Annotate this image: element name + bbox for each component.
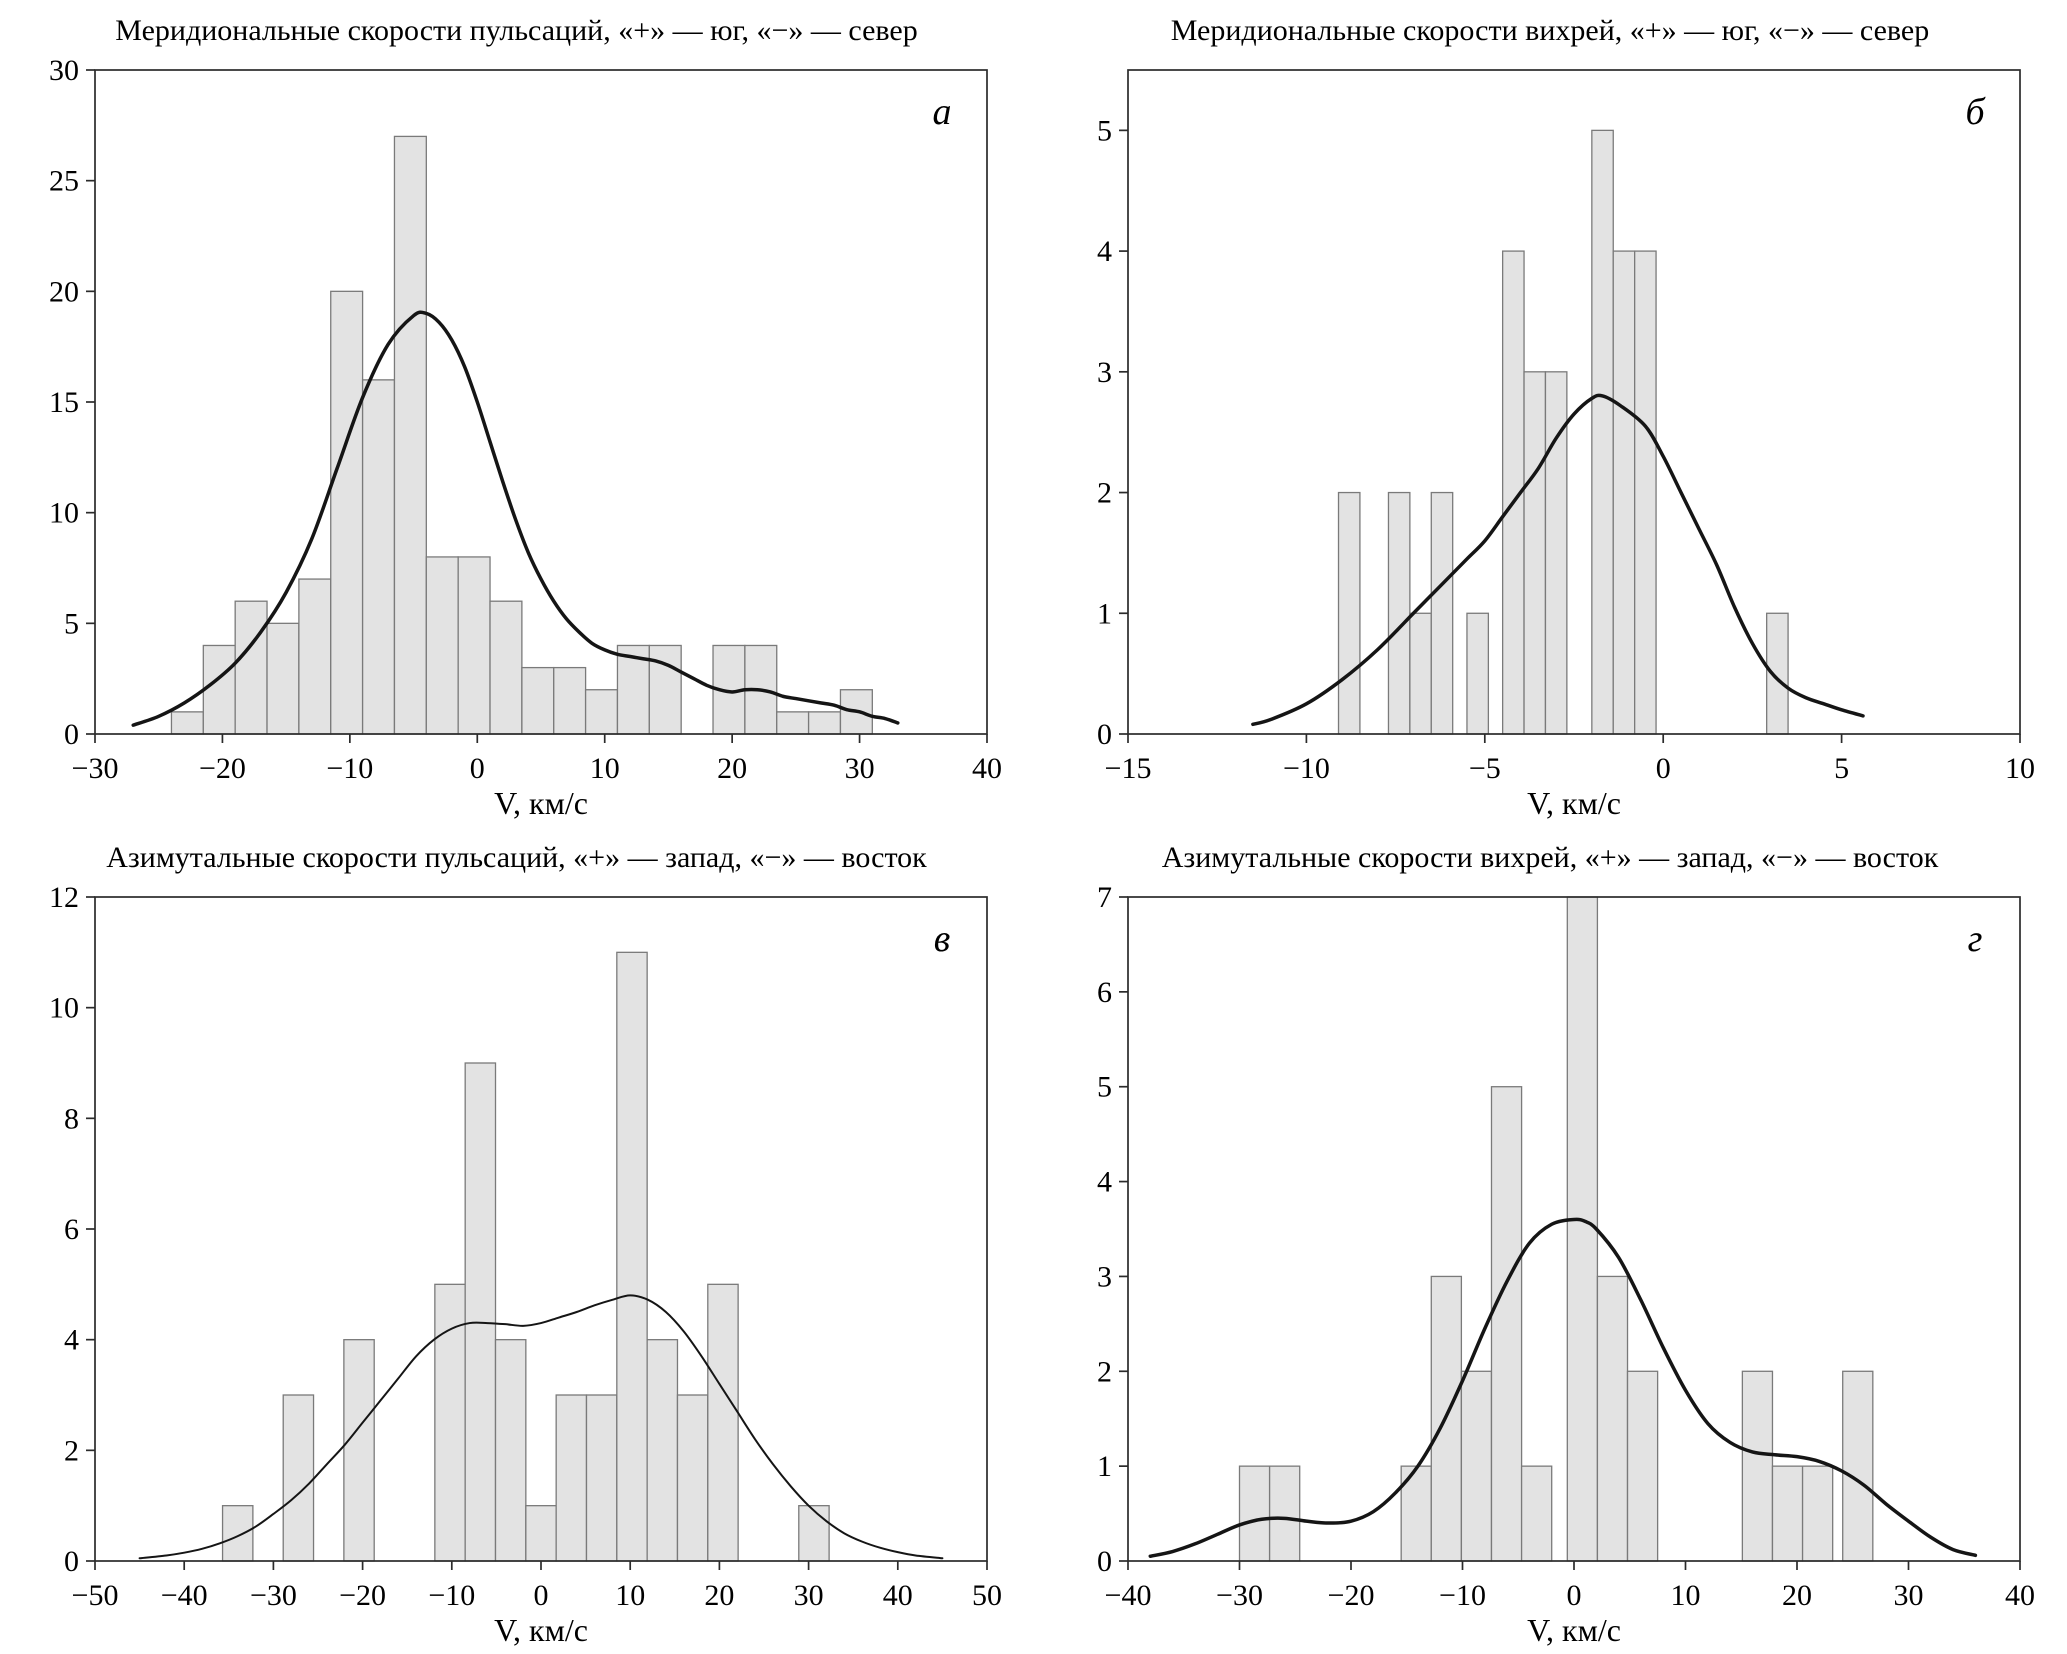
svg-text:0: 0 xyxy=(64,1545,79,1578)
panel-a: Меридиональные скорости пульсаций, «+» —… xyxy=(0,0,1033,827)
svg-text:−20: −20 xyxy=(198,752,245,785)
panel-b-title: Меридиональные скорости вихрей, «+» — юг… xyxy=(1170,14,1930,47)
svg-text:−5: −5 xyxy=(1469,752,1501,785)
svg-text:−10: −10 xyxy=(326,752,373,785)
svg-text:1: 1 xyxy=(1097,1450,1112,1483)
svg-text:8: 8 xyxy=(64,1102,79,1135)
panel-v-plot: −50 −40 −30 −20 −10 0 10 20 30 40 50 0 2 4 6 8 10 12 V, км… xyxy=(49,881,1002,1648)
svg-text:5: 5 xyxy=(1097,1071,1112,1104)
svg-text:а: а xyxy=(932,91,951,133)
svg-text:−10: −10 xyxy=(428,1579,475,1612)
svg-text:12: 12 xyxy=(49,881,79,914)
svg-text:б: б xyxy=(1965,91,1986,133)
svg-text:6: 6 xyxy=(1097,976,1112,1009)
svg-text:−30: −30 xyxy=(249,1579,296,1612)
svg-text:2: 2 xyxy=(1097,1355,1112,1388)
svg-text:3: 3 xyxy=(1097,356,1112,389)
svg-text:−30: −30 xyxy=(71,752,118,785)
svg-text:2: 2 xyxy=(64,1434,79,1467)
svg-text:20: 20 xyxy=(49,275,79,308)
svg-text:−30: −30 xyxy=(1216,1579,1263,1612)
svg-text:5: 5 xyxy=(1097,114,1112,147)
svg-text:2: 2 xyxy=(1097,477,1112,510)
svg-text:0: 0 xyxy=(1097,718,1112,751)
svg-text:V, км/с: V, км/с xyxy=(1527,1612,1621,1648)
svg-text:−10: −10 xyxy=(1439,1579,1486,1612)
svg-text:15: 15 xyxy=(49,386,79,419)
panel-a-plot: −30 −20 −10 0 10 20 30 40 0 5 10 15 20 25 30 V, км/с а xyxy=(49,54,1002,821)
svg-text:30: 30 xyxy=(793,1579,823,1612)
svg-text:−20: −20 xyxy=(1328,1579,1375,1612)
svg-text:3: 3 xyxy=(1097,1260,1112,1293)
svg-text:10: 10 xyxy=(2005,752,2035,785)
svg-text:0: 0 xyxy=(64,718,79,751)
svg-text:30: 30 xyxy=(1894,1579,1924,1612)
svg-text:4: 4 xyxy=(1097,1166,1112,1199)
svg-text:5: 5 xyxy=(1834,752,1849,785)
panel-b-plot: −15 −10 −5 0 5 10 0 1 2 3 4 5 V, км/с б xyxy=(1097,69,2035,821)
svg-text:−20: −20 xyxy=(339,1579,386,1612)
panel-a-title: Меридиональные скорости пульсаций, «+» —… xyxy=(115,14,918,47)
svg-text:40: 40 xyxy=(2005,1579,2035,1612)
svg-text:0: 0 xyxy=(1567,1579,1582,1612)
svg-text:5: 5 xyxy=(64,607,79,640)
svg-text:20: 20 xyxy=(1782,1579,1812,1612)
svg-text:7: 7 xyxy=(1097,881,1112,914)
panel-g: Азимутальные скорости вихрей, «+» — запа… xyxy=(1033,827,2067,1654)
svg-text:4: 4 xyxy=(1097,235,1112,268)
svg-text:0: 0 xyxy=(533,1579,548,1612)
panel-b: Меридиональные скорости вихрей, «+» — юг… xyxy=(1033,0,2067,827)
svg-text:30: 30 xyxy=(49,54,79,87)
svg-text:0: 0 xyxy=(1656,752,1671,785)
svg-text:20: 20 xyxy=(704,1579,734,1612)
svg-text:10: 10 xyxy=(615,1579,645,1612)
svg-text:в: в xyxy=(933,918,950,960)
svg-text:40: 40 xyxy=(972,752,1002,785)
svg-text:г: г xyxy=(1968,918,1983,960)
svg-text:−10: −10 xyxy=(1283,752,1330,785)
svg-text:4: 4 xyxy=(64,1324,79,1357)
svg-text:30: 30 xyxy=(844,752,874,785)
svg-text:V, км/с: V, км/с xyxy=(494,1612,588,1648)
svg-text:−40: −40 xyxy=(160,1579,207,1612)
svg-text:50: 50 xyxy=(972,1579,1002,1612)
svg-text:25: 25 xyxy=(49,165,79,198)
svg-text:10: 10 xyxy=(589,752,619,785)
panel-g-title: Азимутальные скорости вихрей, «+» — запа… xyxy=(1161,841,1939,874)
svg-text:−15: −15 xyxy=(1105,752,1152,785)
svg-text:−50: −50 xyxy=(71,1579,118,1612)
panel-v: Азимутальные скорости пульсаций, «+» — з… xyxy=(0,827,1033,1654)
svg-text:10: 10 xyxy=(49,497,79,530)
svg-text:1: 1 xyxy=(1097,597,1112,630)
svg-text:0: 0 xyxy=(469,752,484,785)
svg-text:10: 10 xyxy=(49,992,79,1025)
svg-text:0: 0 xyxy=(1097,1545,1112,1578)
panel-g-plot: −40 −30 −20 −10 0 10 20 30 40 0 1 2 3 4 5 6 7 V, км/с г xyxy=(1097,881,2035,1648)
svg-text:20: 20 xyxy=(717,752,747,785)
svg-text:V, км/с: V, км/с xyxy=(494,785,588,821)
svg-text:−40: −40 xyxy=(1105,1579,1152,1612)
svg-text:40: 40 xyxy=(882,1579,912,1612)
svg-text:10: 10 xyxy=(1671,1579,1701,1612)
panel-v-title: Азимутальные скорости пульсаций, «+» — з… xyxy=(106,841,927,874)
svg-text:6: 6 xyxy=(64,1213,79,1246)
svg-text:V, км/с: V, км/с xyxy=(1527,785,1621,821)
